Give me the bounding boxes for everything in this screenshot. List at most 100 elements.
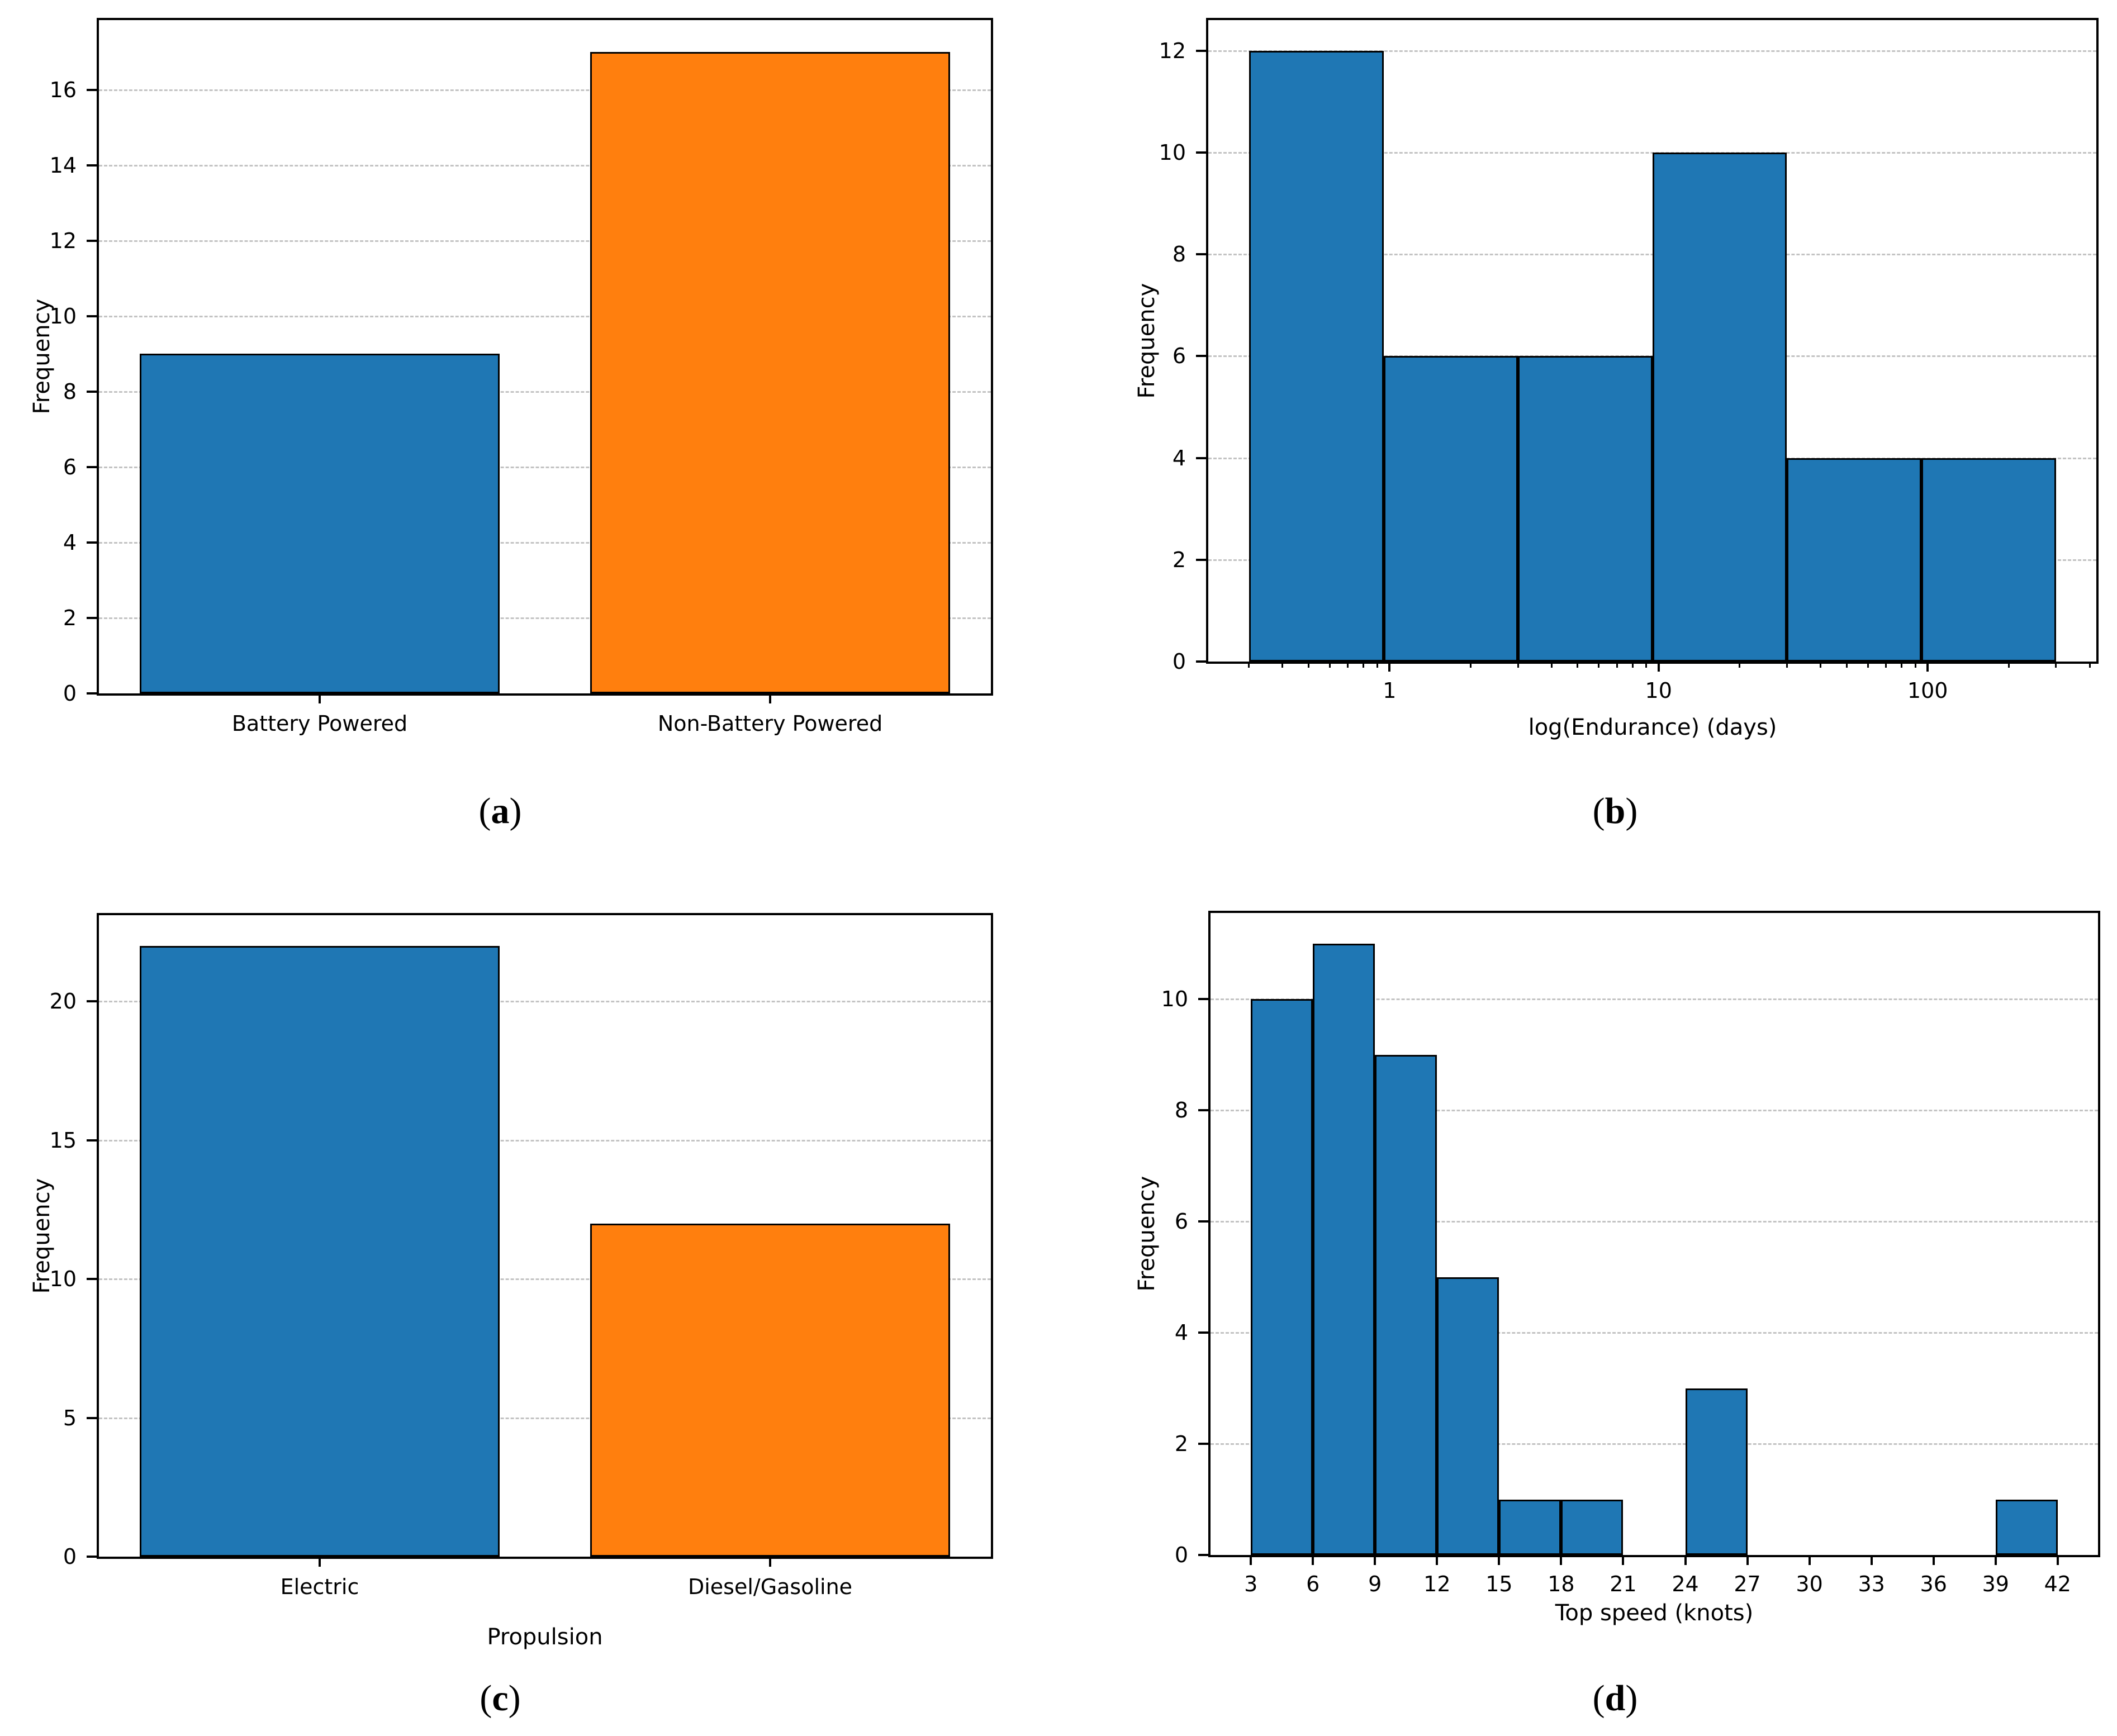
axes-c: 0 5 10 15 20 Electric Diesel/Gasoline — [50, 913, 993, 1599]
x-tick-mark — [1808, 1555, 1811, 1565]
x-tick-mark — [1560, 1555, 1563, 1565]
caption-paren: ) — [508, 1678, 521, 1719]
x-tick-mark — [1926, 662, 1929, 672]
y-tick-label: 4 — [1172, 445, 1186, 470]
gridline-y — [99, 541, 991, 544]
hist-bar — [1499, 1499, 1561, 1555]
caption-letter: a — [491, 791, 510, 831]
y-tick-mark — [87, 315, 97, 317]
y-tick-label: 16 — [49, 77, 77, 102]
y-tick-label: 0 — [1172, 649, 1186, 674]
gridline-y — [1208, 151, 2096, 154]
y-tick-label: 6 — [1174, 1209, 1188, 1234]
x-minor-tick-mark — [1645, 662, 1648, 668]
hist-bar — [1249, 50, 1384, 662]
x-category-label: Non-Battery Powered — [657, 711, 883, 736]
caption-letter: b — [1605, 791, 1626, 831]
x-tick-mark — [1250, 1555, 1252, 1565]
x-tick-label: 21 — [1610, 1572, 1637, 1596]
x-tick-mark — [318, 1557, 321, 1567]
x-minor-tick-mark — [2055, 662, 2057, 668]
y-tick-label: 0 — [1174, 1543, 1188, 1567]
hist-bar — [1437, 1277, 1499, 1555]
gridline-y — [1208, 50, 2096, 52]
y-tick-mark — [1196, 151, 1206, 154]
caption-paren: ( — [1592, 791, 1605, 831]
x-minor-tick-mark — [1363, 662, 1365, 668]
hist-bar — [1921, 458, 2056, 662]
x-tick-label: 100 — [1907, 678, 1948, 703]
y-tick-mark — [1196, 456, 1206, 459]
gridline-y — [99, 1139, 991, 1142]
hist-bar — [1787, 458, 1922, 662]
x-minor-tick-mark — [1347, 662, 1349, 668]
gridline-y — [1211, 998, 2098, 1001]
x-tick-mark — [1436, 1555, 1439, 1565]
y-tick-label: 0 — [63, 1544, 77, 1569]
y-tick-label: 6 — [63, 454, 77, 479]
bar-battery-powered — [139, 354, 500, 693]
x-minor-tick-mark — [1577, 662, 1579, 668]
caption-letter: c — [492, 1678, 509, 1719]
x-tick-mark — [1746, 1555, 1749, 1565]
y-tick-label: 8 — [63, 379, 77, 404]
y-axis-label-c: Frequency — [29, 1178, 55, 1294]
axes-b: 0 2 4 6 8 10 12 1 10 100 — [1159, 18, 2099, 703]
bar-diesel-gasoline — [590, 1223, 951, 1557]
caption-paren: ( — [1592, 1678, 1605, 1719]
gridline-y — [99, 89, 991, 91]
y-axis-label-d: Frequency — [1134, 1176, 1160, 1292]
caption-paren: ( — [480, 1678, 492, 1719]
y-tick-mark — [87, 164, 97, 167]
x-minor-tick-mark — [1307, 662, 1309, 668]
y-tick-mark — [1196, 253, 1206, 256]
y-tick-label: 8 — [1172, 242, 1186, 267]
gridline-y — [1211, 1332, 2098, 1334]
gridline-y — [99, 1417, 991, 1419]
y-tick-label: 2 — [1172, 547, 1186, 572]
y-tick-label: 2 — [1174, 1431, 1188, 1457]
y-tick-mark — [1196, 660, 1206, 663]
x-minor-tick-mark — [1329, 662, 1331, 668]
y-tick-mark — [87, 390, 97, 393]
caption-paren: ( — [478, 791, 491, 831]
gridline-y — [99, 617, 991, 619]
axes-a: 0 2 4 6 8 10 12 14 16 Battery Powered Non-Battery … — [50, 18, 993, 736]
y-tick-label: 8 — [1174, 1098, 1188, 1123]
gridline-y — [99, 315, 991, 317]
x-tick-mark — [1388, 662, 1391, 672]
gridline-y — [99, 466, 991, 468]
gridline-y — [99, 1278, 991, 1281]
x-minor-tick-mark — [1786, 662, 1788, 668]
y-tick-label: 4 — [63, 530, 77, 555]
hist-bar — [1653, 152, 1787, 662]
x-minor-tick-mark — [1914, 662, 1916, 668]
x-minor-tick-mark — [1248, 662, 1250, 668]
subplot-caption-b: (b) — [1593, 790, 1638, 833]
x-tick-mark — [1657, 662, 1660, 672]
x-minor-tick-mark — [1631, 662, 1634, 668]
y-tick-mark — [87, 1416, 97, 1419]
x-tick-label: 10 — [1645, 678, 1672, 703]
x-minor-tick-mark — [2088, 662, 2091, 668]
caption-paren: ) — [1625, 1678, 1638, 1719]
y-tick-label: 14 — [49, 153, 77, 178]
x-minor-tick-mark — [1820, 662, 1822, 668]
hist-bar — [1313, 943, 1375, 1555]
hist-bar — [1383, 356, 1518, 662]
y-tick-mark — [1198, 1554, 1208, 1556]
x-minor-tick-mark — [1867, 662, 1869, 668]
gridline-y — [1211, 1443, 2098, 1445]
x-tick-label: 3 — [1244, 1572, 1258, 1596]
x-tick-label: 36 — [1920, 1572, 1947, 1596]
y-tick-label: 10 — [49, 303, 77, 329]
axes-d: 0 2 4 6 8 10 3 6 9 12 15 18 21 24 27 30 33 36 39 42 — [1161, 911, 2100, 1596]
hist-bar — [1375, 1054, 1437, 1555]
x-axis-label-d: Top speed (knots) — [1555, 1600, 1754, 1626]
caption-paren: ) — [509, 791, 522, 831]
hist-bar — [1518, 356, 1653, 662]
x-tick-label: 6 — [1306, 1572, 1320, 1596]
y-tick-mark — [1196, 49, 1206, 52]
y-tick-mark — [1196, 558, 1206, 561]
